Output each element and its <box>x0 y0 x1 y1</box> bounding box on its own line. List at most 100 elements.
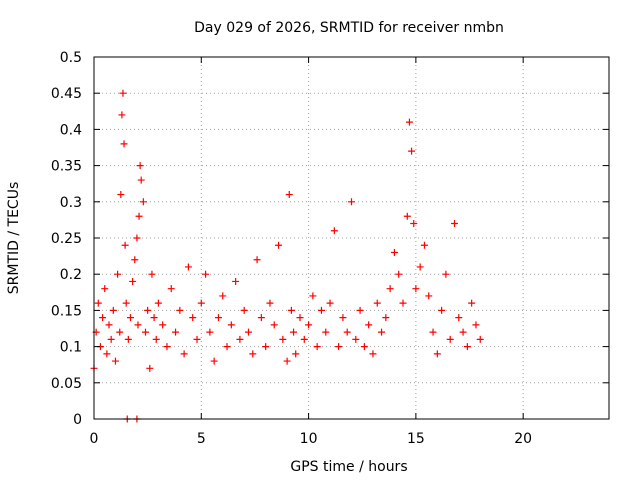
data-point <box>305 321 313 329</box>
data-point <box>283 357 291 365</box>
data-point <box>262 343 270 351</box>
data-point <box>105 321 113 329</box>
data-point <box>395 270 403 278</box>
x-tick-label: 15 <box>407 431 425 447</box>
data-point <box>150 314 158 322</box>
data-point <box>107 335 115 343</box>
data-point <box>292 350 300 358</box>
data-point <box>425 292 433 300</box>
data-point <box>403 212 411 220</box>
data-point <box>133 234 141 242</box>
data-point <box>142 328 149 336</box>
data-point <box>405 118 413 126</box>
data-point <box>468 299 476 307</box>
data-point <box>382 314 390 322</box>
data-point <box>343 328 351 336</box>
data-point <box>472 321 480 329</box>
data-point <box>129 277 137 285</box>
y-tick-label: 0.35 <box>51 159 82 175</box>
data-point <box>390 248 398 256</box>
data-point <box>189 314 197 322</box>
y-tick-label: 0.5 <box>60 50 82 66</box>
data-point <box>360 343 368 351</box>
data-point <box>275 241 283 249</box>
data-point <box>339 314 347 322</box>
data-point <box>420 241 428 249</box>
x-tick-label: 10 <box>300 431 318 447</box>
data-point <box>313 343 321 351</box>
x-axis-title: GPS time / hours <box>290 459 407 475</box>
data-point <box>122 299 130 307</box>
data-point <box>114 270 122 278</box>
y-tick-label: 0.4 <box>60 122 82 138</box>
data-point <box>94 299 102 307</box>
data-point <box>117 191 125 199</box>
y-axis-title: SRMTID / TECUs <box>6 182 22 295</box>
data-point <box>159 321 167 329</box>
data-point <box>257 314 265 322</box>
data-point <box>433 350 441 358</box>
y-tick-label: 0.1 <box>60 340 82 356</box>
axis-ticks <box>93 56 609 420</box>
y-axis-tick-labels: 0 0.05 0.1 0.15 0.2 0.25 0.3 0.35 0.4 0.45 0.5 <box>51 50 82 428</box>
y-tick-label: 0.45 <box>51 86 82 102</box>
data-point <box>180 350 188 358</box>
data-point <box>287 306 295 314</box>
data-point <box>124 335 132 343</box>
x-tick-label: 5 <box>197 431 206 447</box>
data-point <box>429 328 437 336</box>
y-tick-label: 0.3 <box>60 195 82 211</box>
chart-title: Day 029 of 2026, SRMTID for receiver nmb… <box>194 20 504 36</box>
data-point <box>356 306 364 314</box>
data-point <box>152 335 160 343</box>
x-axis-tick-labels: 0 5 10 15 20 <box>90 431 533 447</box>
x-tick-label: 20 <box>514 431 532 447</box>
data-point <box>300 335 308 343</box>
data-point <box>410 220 418 228</box>
data-point <box>154 299 162 307</box>
data-point <box>223 343 231 351</box>
x-tick-label: 0 <box>90 431 99 447</box>
data-point <box>455 314 463 322</box>
data-point <box>412 285 420 293</box>
data-point <box>148 270 156 278</box>
data-point <box>266 299 274 307</box>
data-point <box>193 335 201 343</box>
data-point <box>285 191 293 199</box>
data-point <box>386 285 394 293</box>
grid-layer <box>94 57 609 419</box>
data-point <box>408 147 416 155</box>
data-point <box>373 299 381 307</box>
data-point <box>103 350 111 358</box>
data-point <box>135 212 143 220</box>
y-tick-label: 0.05 <box>51 376 82 392</box>
data-point <box>206 328 214 336</box>
data-points <box>90 89 484 423</box>
data-point <box>139 198 147 206</box>
data-point <box>136 162 144 170</box>
data-point <box>176 306 184 314</box>
data-point <box>144 306 152 314</box>
data-point <box>365 321 373 329</box>
data-point <box>290 328 298 336</box>
data-point <box>134 321 142 329</box>
data-point <box>330 227 338 235</box>
data-point <box>214 314 222 322</box>
data-point <box>172 328 180 336</box>
data-point <box>352 335 360 343</box>
data-point <box>335 343 343 351</box>
data-point <box>111 357 119 365</box>
data-point <box>249 350 257 358</box>
data-point <box>459 328 467 336</box>
data-point <box>121 241 129 249</box>
data-point <box>451 220 458 228</box>
data-point <box>119 89 127 97</box>
data-point <box>116 328 124 336</box>
data-point <box>99 314 107 322</box>
data-point <box>348 198 355 206</box>
y-tick-label: 0 <box>73 412 82 428</box>
data-point <box>446 335 454 343</box>
data-point <box>210 357 218 365</box>
